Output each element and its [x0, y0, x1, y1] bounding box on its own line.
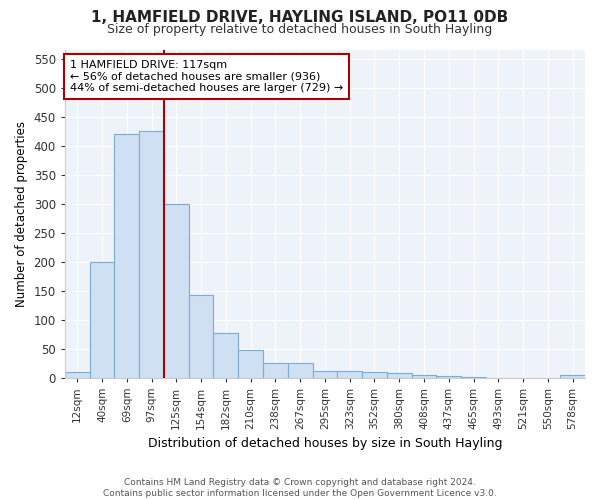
- Bar: [214, 333, 238, 378]
- Bar: [139, 131, 164, 378]
- Bar: [337, 371, 362, 378]
- Bar: [263, 363, 288, 378]
- Bar: [436, 376, 461, 378]
- Bar: [89, 262, 115, 378]
- Bar: [387, 374, 412, 378]
- Bar: [412, 375, 436, 378]
- Text: 1, HAMFIELD DRIVE, HAYLING ISLAND, PO11 0DB: 1, HAMFIELD DRIVE, HAYLING ISLAND, PO11 …: [91, 10, 509, 25]
- Text: 1 HAMFIELD DRIVE: 117sqm
← 56% of detached houses are smaller (936)
44% of semi-: 1 HAMFIELD DRIVE: 117sqm ← 56% of detach…: [70, 60, 343, 93]
- Bar: [65, 372, 89, 378]
- Y-axis label: Number of detached properties: Number of detached properties: [15, 121, 28, 307]
- Bar: [560, 375, 585, 378]
- Bar: [238, 350, 263, 378]
- Text: Contains HM Land Registry data © Crown copyright and database right 2024.
Contai: Contains HM Land Registry data © Crown c…: [103, 478, 497, 498]
- Bar: [461, 377, 486, 378]
- Bar: [288, 363, 313, 378]
- Bar: [188, 294, 214, 378]
- Bar: [164, 204, 188, 378]
- Bar: [362, 372, 387, 378]
- Bar: [313, 370, 337, 378]
- Bar: [115, 134, 139, 378]
- Text: Size of property relative to detached houses in South Hayling: Size of property relative to detached ho…: [107, 22, 493, 36]
- X-axis label: Distribution of detached houses by size in South Hayling: Distribution of detached houses by size …: [148, 437, 502, 450]
